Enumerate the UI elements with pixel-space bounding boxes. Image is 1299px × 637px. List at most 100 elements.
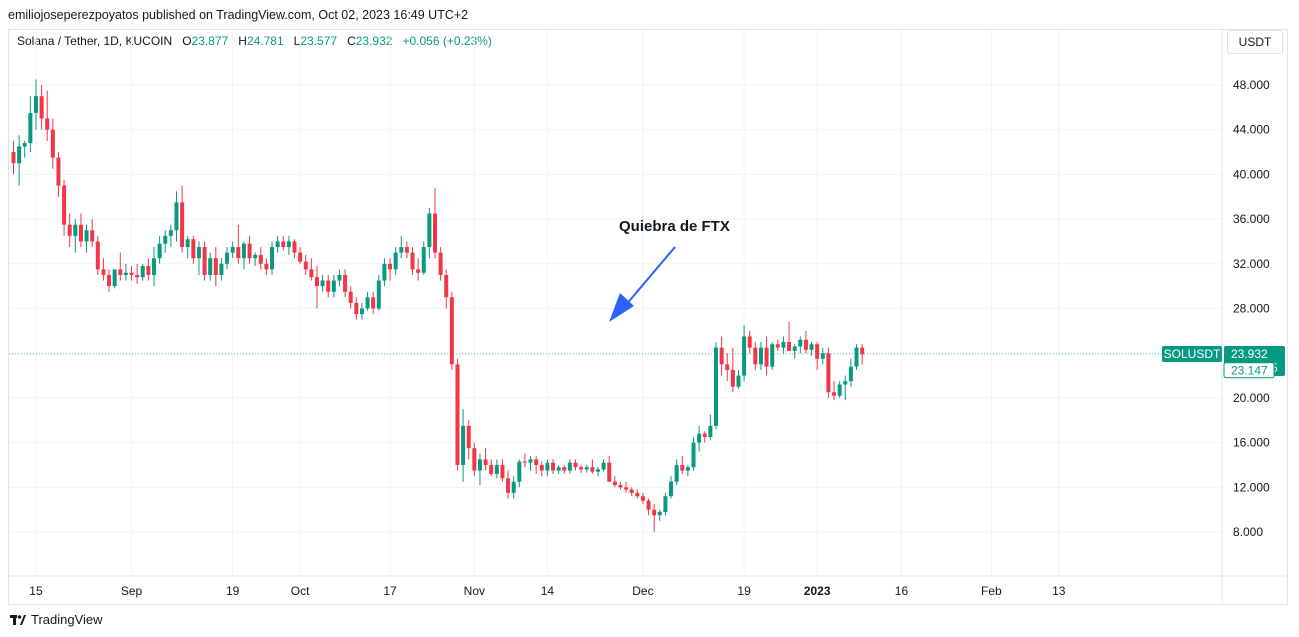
candle-down [551,462,556,471]
candle-down [803,339,808,350]
candle-up [517,461,522,482]
candle-down [416,269,421,273]
candle-down [247,243,252,259]
candle-up [152,258,156,275]
candle-up [854,347,859,367]
candle-down [264,263,269,270]
candle-down [129,272,134,275]
annotation-label: Quiebra de FTX [619,218,730,235]
x-tick-label: 13 [1052,584,1066,598]
candle-down [775,344,780,348]
candle-down [56,157,61,186]
high-value: 24.781 [246,34,284,48]
candle-down [539,464,544,471]
candle-up [337,274,342,281]
x-tick-label: Oct [291,584,310,598]
candle-down [832,392,837,396]
candle-down [95,241,100,270]
candle-up [461,425,466,465]
candle-up [742,336,747,376]
candle-down [607,462,612,482]
candle-down [135,274,140,278]
candle-down [612,481,617,486]
candle-up [770,344,775,367]
candle-up [208,258,213,275]
x-tick-label: 16 [895,584,909,598]
candle-up [33,96,38,113]
candle-down [573,462,578,468]
candle-up [230,247,235,253]
candle-up [320,280,325,287]
currency-button[interactable]: USDT [1227,30,1283,54]
candle-up [157,243,162,259]
close-value: 23.932 [355,34,393,48]
open-value: 23.877 [191,34,229,48]
candle-down [860,347,865,355]
candle-down [213,258,218,275]
candle-up [219,263,224,275]
candle-up [601,462,606,470]
x-tick-label: 14 [541,584,555,598]
candle-down [483,459,488,465]
candle-down [534,459,539,465]
candle-down [702,433,707,438]
candle-up [477,459,482,471]
low-label: L [293,34,301,48]
x-tick-label: 19 [226,584,240,598]
candle-down [90,230,95,242]
candle-down [146,266,151,275]
y-tick-label: 28.000 [1233,302,1270,316]
candle-up [663,496,668,512]
candle-down [371,297,376,309]
candle-down [747,336,752,348]
candle-down [815,344,820,359]
x-tick-label: Dec [632,584,653,598]
tradingview-logo[interactable]: TradingView [10,612,103,627]
candle-down [45,118,50,130]
candle-down [202,247,207,275]
candle-up [376,280,381,309]
candle-up [427,213,432,248]
candle-down [236,247,241,259]
candle-down [579,467,584,470]
candle-up [595,469,600,472]
symbol-tag-label: SOLUSDT [1164,347,1221,361]
chart-frame [8,29,1288,605]
candle-up [112,269,117,287]
change-value: +0.056 (+0.23%) [402,34,492,48]
candle-up [241,243,246,259]
candle-down [764,347,769,367]
candle-up [421,247,426,273]
footer-brand-text: TradingView [31,612,103,627]
candle-down [281,241,286,248]
y-tick-label: 16.000 [1233,436,1270,450]
candle-down [753,347,758,365]
candle-down [629,489,634,493]
candle-up [697,433,702,443]
x-tick-label: Sep [121,584,143,598]
candle-up [545,462,550,471]
candle-down [78,224,83,242]
candle-up [685,467,690,471]
annotation-arrowhead [609,293,634,322]
candle-up [382,263,387,281]
y-tick-label: 48.000 [1233,78,1270,92]
candle-up [28,112,33,144]
candle-down [107,274,112,287]
candle-down [326,280,331,292]
candle-up [359,308,364,315]
candle-down [624,487,629,490]
secondary-price-label: 23.147 [1231,364,1268,378]
candle-up [714,347,718,426]
secondary-price-box [1223,362,1275,379]
candle-up [798,339,803,347]
symbol-tag-box [1162,345,1222,362]
candle-down [314,277,319,287]
publisher-line: emiliojoseperezpoyatos published on Trad… [8,8,469,22]
candle-up [736,375,741,387]
candle-up [331,280,336,292]
x-tick-label: 19 [737,584,751,598]
x-tick-label: Nov [464,584,485,598]
candle-down [562,467,567,471]
